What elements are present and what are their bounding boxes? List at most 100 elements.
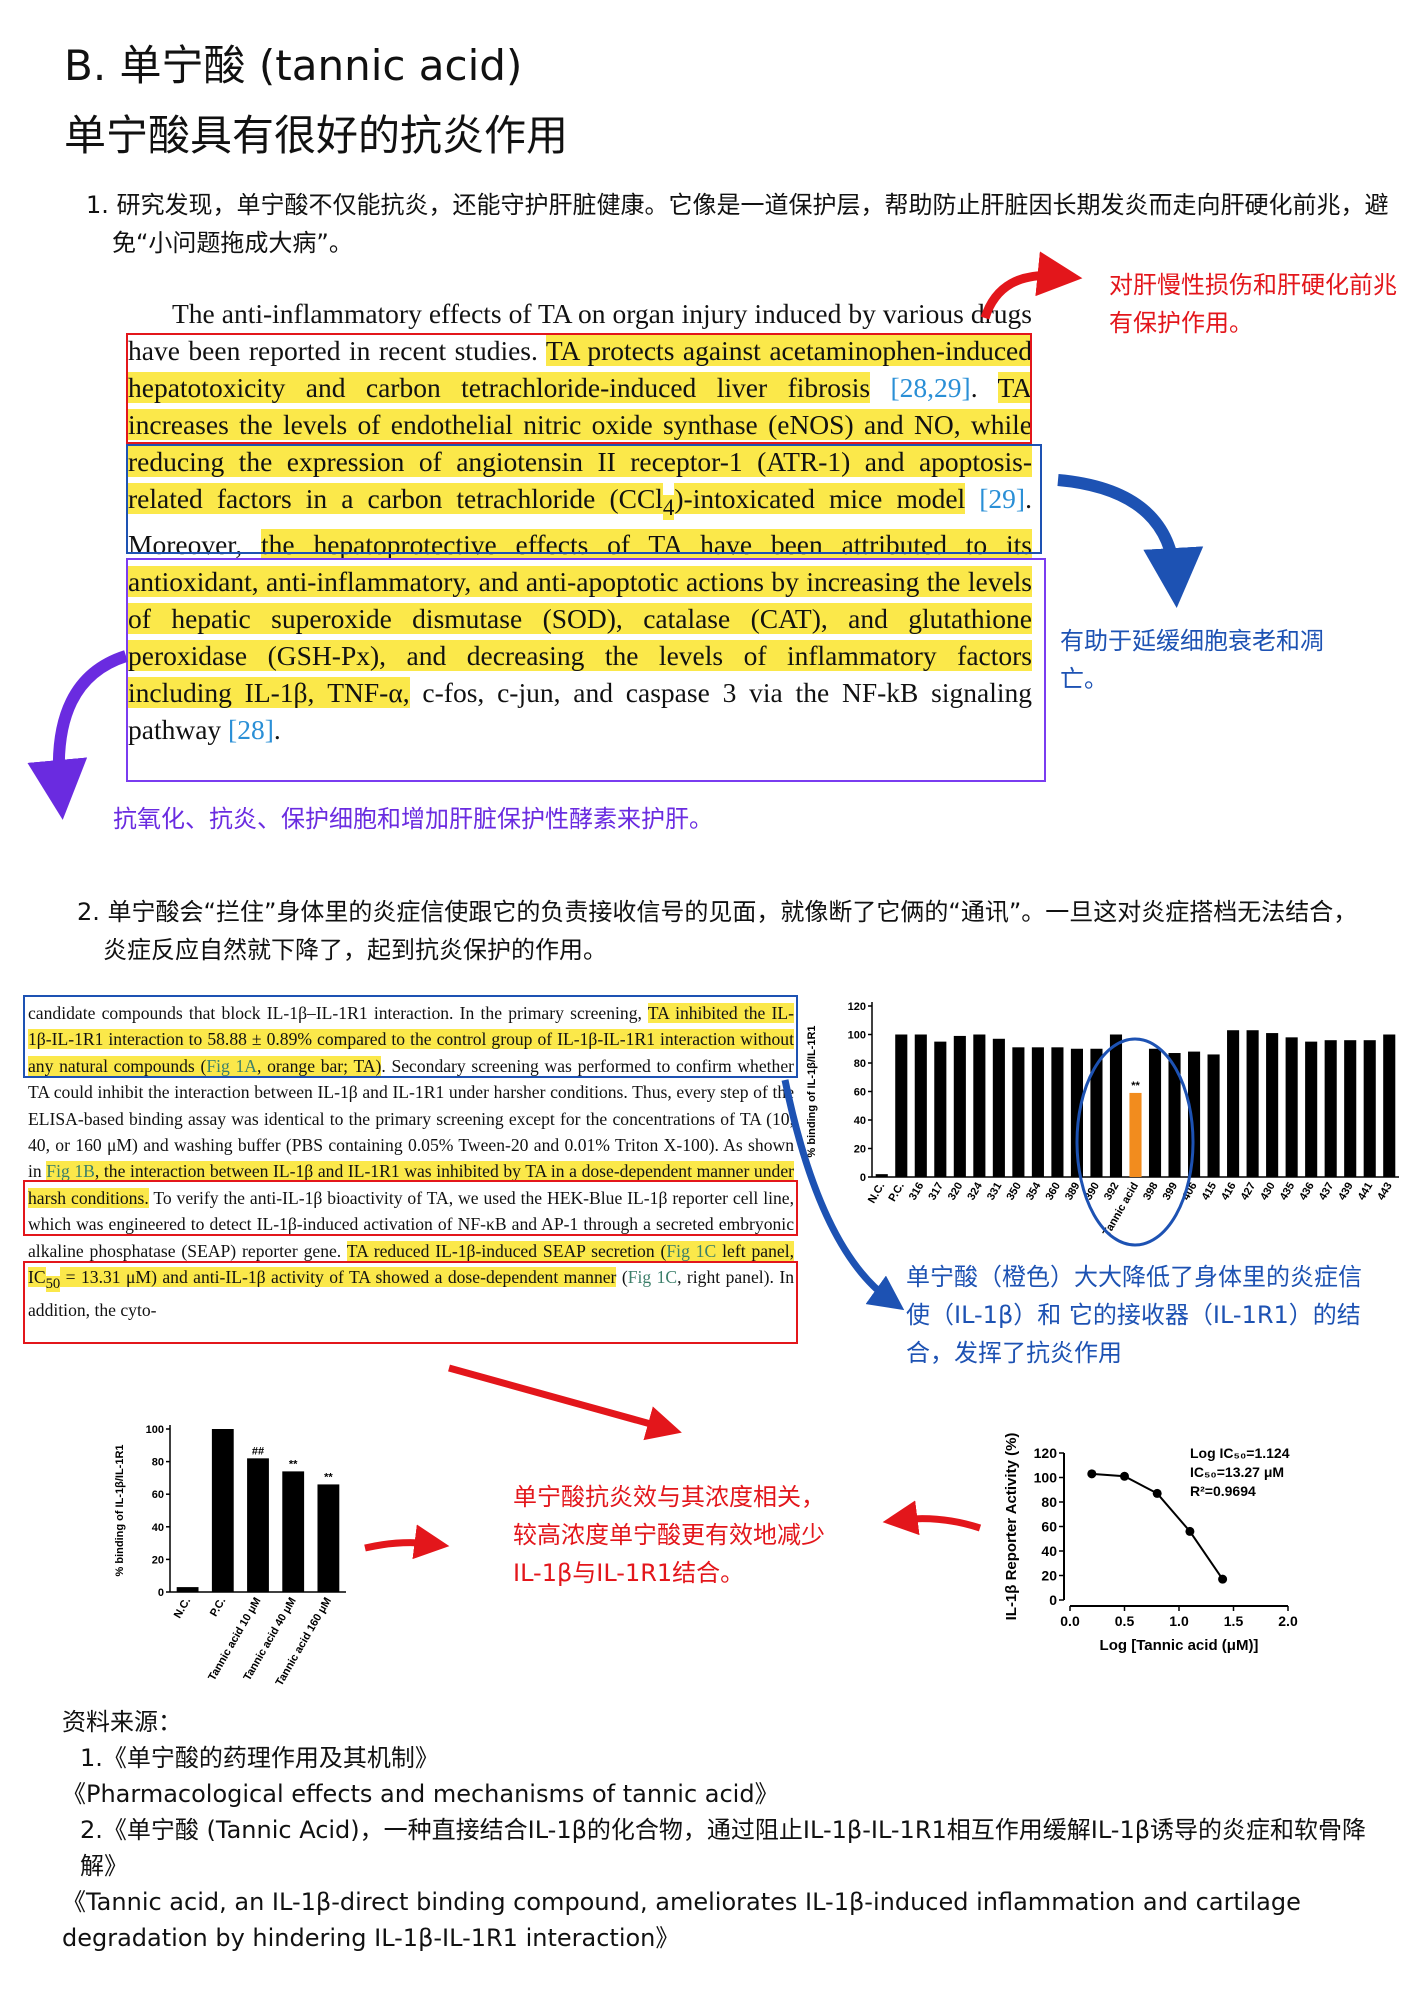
excerpt-text: The anti-inflammatory effects of TA on o… <box>128 298 1032 366</box>
bar <box>247 1458 269 1592</box>
citation: Fig 1A <box>206 1055 258 1076</box>
x-tick-label: 324 <box>965 1180 985 1203</box>
x-tick-label: 0.0 <box>1060 1613 1080 1629</box>
y-axis-label: % binding of IL-1β/IL-1R1 <box>114 1445 126 1577</box>
bar <box>973 1034 986 1177</box>
y-tick-label: 120 <box>1034 1445 1058 1461</box>
x-tick-label: 398 <box>1141 1181 1161 1203</box>
citation: Fig 1B <box>46 1161 95 1182</box>
point <box>1152 1488 1162 1498</box>
bar <box>953 1035 966 1177</box>
red-box <box>23 1180 798 1236</box>
blue-box <box>23 995 798 1078</box>
subscript: 4 <box>662 494 675 520</box>
excerpt-text: c-fos, c-jun, and caspase 3 via the NF-k… <box>128 676 1032 745</box>
y-axis-label: IL-1β Reporter Activity (%) <box>1003 1433 1020 1621</box>
annotation: Log IC₅₀=1.124 <box>1190 1445 1290 1461</box>
excerpt-text: . Secondary screening was performed to c… <box>28 1055 794 1182</box>
bar <box>211 1429 234 1592</box>
arrow <box>1057 474 1204 608</box>
bar <box>1188 1051 1201 1177</box>
y-tick-label: 100 <box>146 1424 164 1436</box>
sources: 资料来源： 1.《单宁酸的药理作用及其机制》 《Pharmacological … <box>62 1704 1382 1956</box>
source-item: 1.《单宁酸的药理作用及其机制》 <box>80 1744 439 1772</box>
y-tick-label: 40 <box>854 1115 866 1127</box>
note: 抗氧化、抗炎、保护细胞和增加肝脏保护性酵素来护肝。 <box>113 805 713 833</box>
excerpt-text: . <box>970 372 998 403</box>
x-tick-label: 331 <box>985 1181 1005 1203</box>
bar <box>1363 1040 1376 1177</box>
bar <box>1090 1048 1103 1177</box>
bar <box>1012 1047 1025 1177</box>
annotation: ** <box>1131 1080 1140 1092</box>
y-tick-label: 20 <box>1041 1568 1057 1584</box>
x-tick-label: 389 <box>1063 1181 1083 1203</box>
x-tick-label: 437 <box>1317 1181 1337 1203</box>
arrow <box>882 1500 982 1536</box>
annotation: R²=0.9694 <box>1190 1483 1256 1499</box>
y-tick-label: 0 <box>158 1587 164 1599</box>
y-tick-label: 80 <box>854 1058 866 1070</box>
x-tick-label: 320 <box>946 1181 966 1203</box>
arrow <box>27 650 128 820</box>
bar <box>934 1041 947 1177</box>
bar <box>1285 1037 1298 1177</box>
bar <box>875 1174 888 1177</box>
y-tick-label: 100 <box>1034 1470 1058 1486</box>
point <box>1120 1471 1129 1481</box>
citation: [28] <box>221 713 274 745</box>
citation: [28,29] <box>870 372 971 403</box>
annotation: IC₅₀=13.27 μM <box>1190 1464 1284 1480</box>
x-tick-label: 360 <box>1043 1181 1063 1203</box>
bar <box>1031 1047 1044 1177</box>
point-text: 1. 研究发现，单宁酸不仅能抗炎，还能守护肝脏健康。它像是一道保护层，帮助防止肝… <box>86 191 1389 257</box>
citation: Fig 1C <box>666 1240 717 1261</box>
bar <box>1305 1041 1318 1177</box>
highlight: TA reduced IL-1β-induced SEAP secretion … <box>346 1240 667 1261</box>
point-text: 2. 单宁酸会“拦住”身体里的炎症信使跟它的负责接收信号的见面，就像断了它俩的“… <box>77 898 1358 964</box>
bar <box>1266 1033 1279 1177</box>
y-tick-label: 80 <box>1041 1494 1057 1510</box>
y-tick-label: 60 <box>152 1489 164 1501</box>
purple-box <box>126 558 1046 782</box>
x-tick-label: 399 <box>1161 1181 1181 1203</box>
x-tick-label: 435 <box>1278 1181 1298 1203</box>
bar <box>282 1471 305 1592</box>
bar <box>317 1484 340 1592</box>
point <box>1087 1469 1097 1479</box>
bar <box>1383 1034 1396 1177</box>
bar <box>1129 1092 1142 1177</box>
blue-box <box>126 444 1042 554</box>
annotation: ** <box>289 1458 298 1470</box>
x-tick-label: 406 <box>1180 1181 1200 1203</box>
subtitle: 单宁酸具有很好的抗炎作用 <box>64 111 569 160</box>
annotation: ** <box>324 1471 333 1483</box>
x-tick-label: 0.5 <box>1115 1613 1135 1629</box>
bar <box>1070 1048 1083 1177</box>
x-tick-label: 2.0 <box>1278 1613 1298 1629</box>
red-box <box>23 1261 798 1344</box>
x-tick-label: 1.0 <box>1169 1613 1189 1629</box>
x-tick-label: 443 <box>1375 1181 1395 1203</box>
note: 有助于延缓细胞衰老和凋亡。 <box>1060 627 1324 693</box>
citation: Fig 1C <box>627 1267 678 1288</box>
title: B. 单宁酸 (tannic acid) <box>64 41 523 90</box>
note: 单宁酸抗炎效与其浓度相关，较高浓度单宁酸更有效地减少IL-1β与IL-1R1结合… <box>513 1483 825 1587</box>
annotation: ## <box>252 1445 264 1457</box>
x-tick-label: 415 <box>1200 1181 1220 1203</box>
subscript: 50 <box>45 1275 61 1292</box>
x-tick-label: 436 <box>1297 1181 1317 1203</box>
x-tick-label: 390 <box>1082 1181 1102 1203</box>
sources-heading: 资料来源： <box>62 1708 182 1736</box>
citation: [29] <box>965 483 1026 514</box>
y-tick-label: 20 <box>854 1144 866 1156</box>
excerpt: candidate compounds that block IL-1β–IL-… <box>28 1000 794 1323</box>
excerpt-text: ( <box>616 1267 628 1288</box>
highlight: , orange bar; TA) <box>257 1055 382 1076</box>
note: 对肝慢性损伤和肝硬化前兆有保护作用。 <box>1109 271 1397 337</box>
excerpt-text: To verify the anti-IL-1β bioactivity of … <box>28 1187 794 1261</box>
y-tick-label: 120 <box>848 1001 866 1013</box>
bar-chart: 0 20 40 60 80 100 % binding of IL-1β/IL-1R1 N.C… <box>114 1424 346 1688</box>
x-tick-label: 430 <box>1258 1181 1278 1203</box>
